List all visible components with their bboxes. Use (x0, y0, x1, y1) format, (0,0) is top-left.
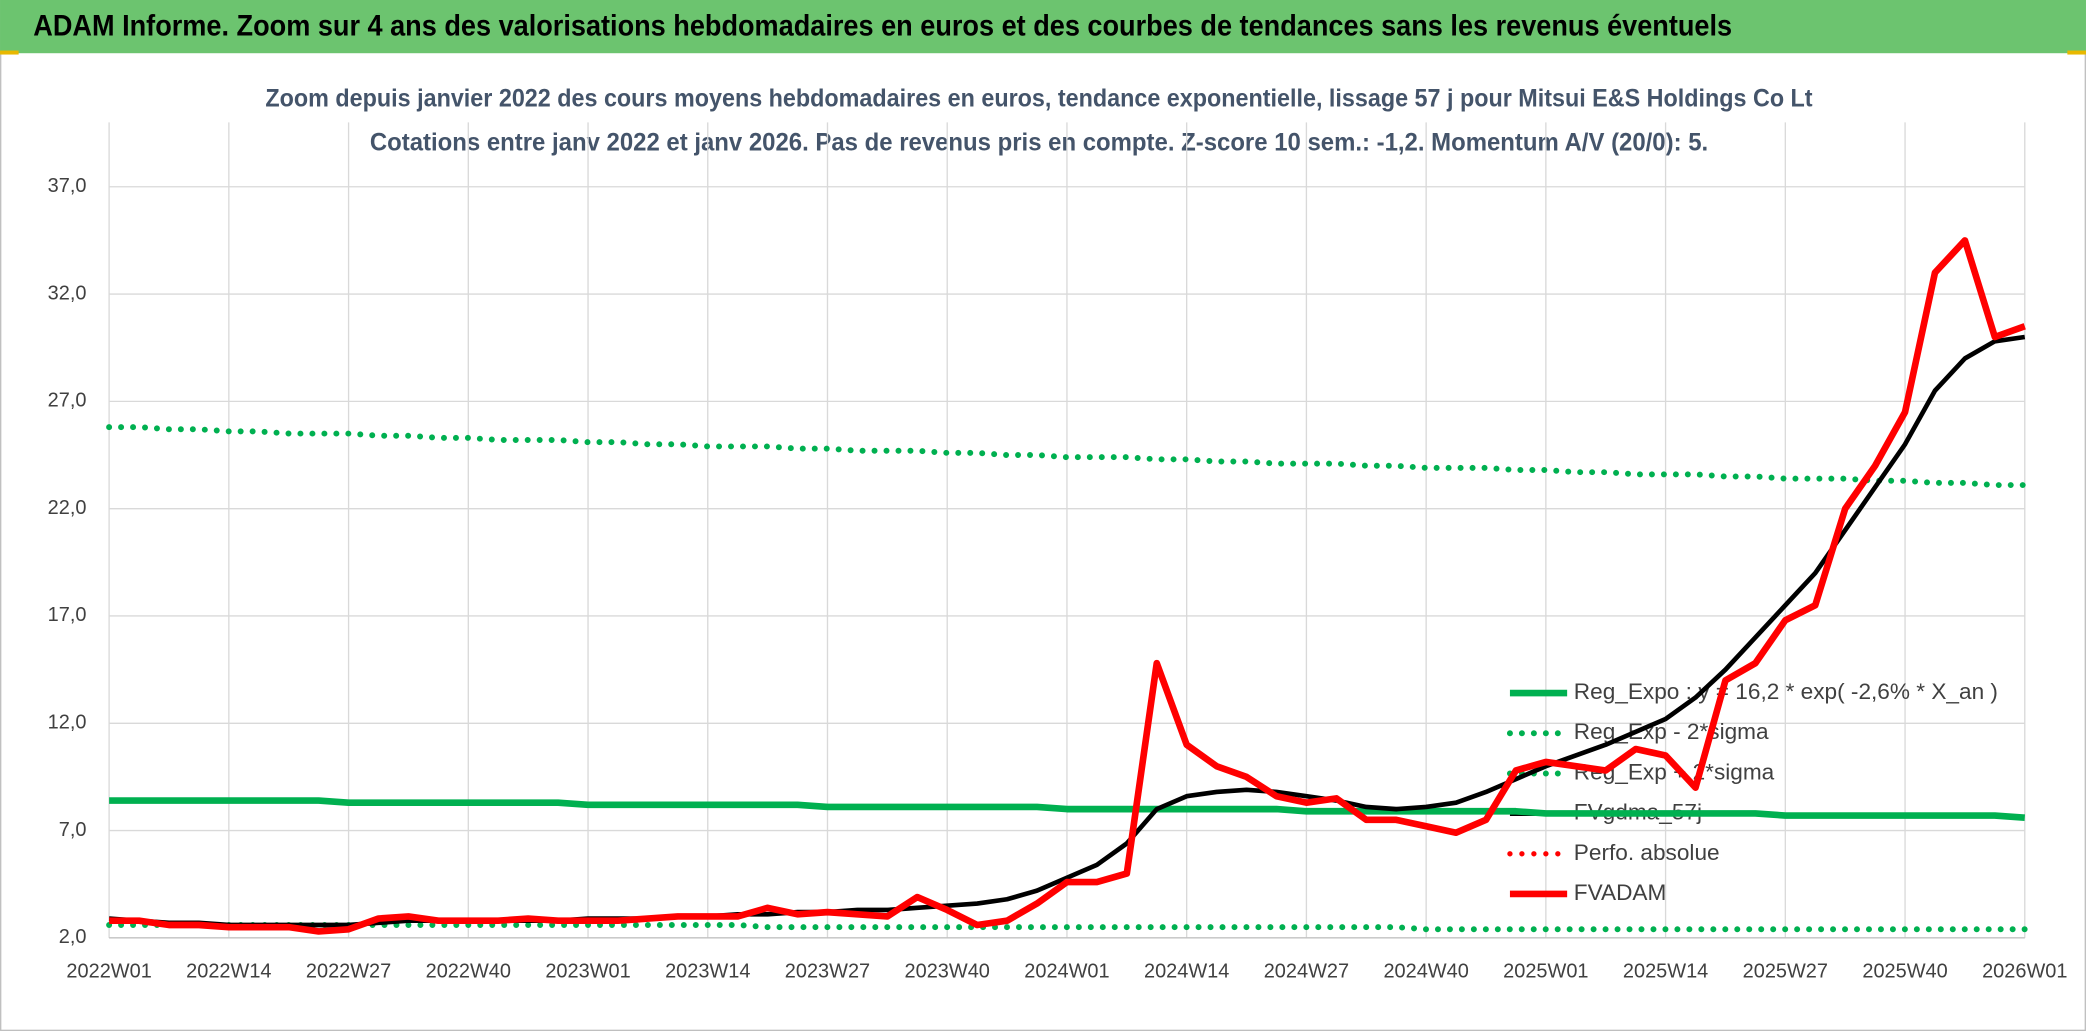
legend-label: Reg_Expo : y = 16,2 * exp( -2,6% * X_an … (1574, 679, 1998, 704)
x-tick-label: 2022W01 (66, 961, 151, 983)
x-tick-label: 2023W40 (905, 961, 990, 983)
legend-label: FVADAM (1574, 880, 1667, 905)
x-tick-label: 2022W14 (186, 961, 271, 983)
x-tick-label: 2024W40 (1383, 961, 1468, 983)
y-tick-label: 32,0 (48, 282, 87, 304)
legend: Reg_Expo : y = 16,2 * exp( -2,6% * X_an … (1506, 679, 1998, 905)
series-line (109, 797, 2026, 822)
x-tick-label: 2023W27 (785, 961, 870, 983)
header-title: ADAM Informe. Zoom sur 4 ans des valoris… (33, 11, 1732, 43)
series-line (109, 237, 2026, 935)
y-tick-label: 2,0 (59, 926, 87, 948)
y-tick-label: 27,0 (48, 390, 87, 412)
x-tick-label: 2023W14 (665, 961, 750, 983)
series-line (106, 424, 2028, 489)
y-tick-label: 7,0 (59, 819, 87, 841)
chart-title: Zoom depuis janvier 2022 des cours moyen… (265, 84, 1813, 112)
x-tick-label: 2025W40 (1862, 961, 1947, 983)
x-tick-label: 2025W01 (1503, 961, 1588, 983)
x-tick-label: 2024W14 (1144, 961, 1229, 983)
x-tick-label: 2024W01 (1024, 961, 1109, 983)
series-line (106, 922, 2028, 933)
x-tick-label: 2026W01 (1982, 961, 2067, 983)
y-tick-label: 22,0 (48, 497, 87, 519)
x-tick-label: 2022W40 (426, 961, 511, 983)
plot-lines (106, 237, 2028, 935)
x-tick-label: 2025W14 (1623, 961, 1708, 983)
y-tick-label: 17,0 (48, 604, 87, 626)
x-tick-label: 2022W27 (306, 961, 391, 983)
y-tick-label: 37,0 (48, 175, 87, 197)
grid (108, 122, 2026, 939)
corner-mark (2067, 50, 2086, 55)
chart-subtitle: Cotations entre janv 2022 et janv 2026. … (370, 128, 1708, 156)
header-bar (0, 0, 2086, 54)
legend-label: Perfo. absolue (1574, 840, 1720, 865)
axis-labels: 2,0 7,0 12,0 17,0 22,0 27,0 32,0 37,0 2022W01 202… (48, 175, 2068, 983)
x-tick-label: 2023W01 (545, 961, 630, 983)
y-tick-label: 12,0 (48, 712, 87, 734)
x-tick-label: 2024W27 (1264, 961, 1349, 983)
corner-mark (0, 50, 19, 55)
legend-label: Reg_Exp - 2*sigma (1574, 719, 1769, 744)
x-tick-label: 2025W27 (1743, 961, 1828, 983)
